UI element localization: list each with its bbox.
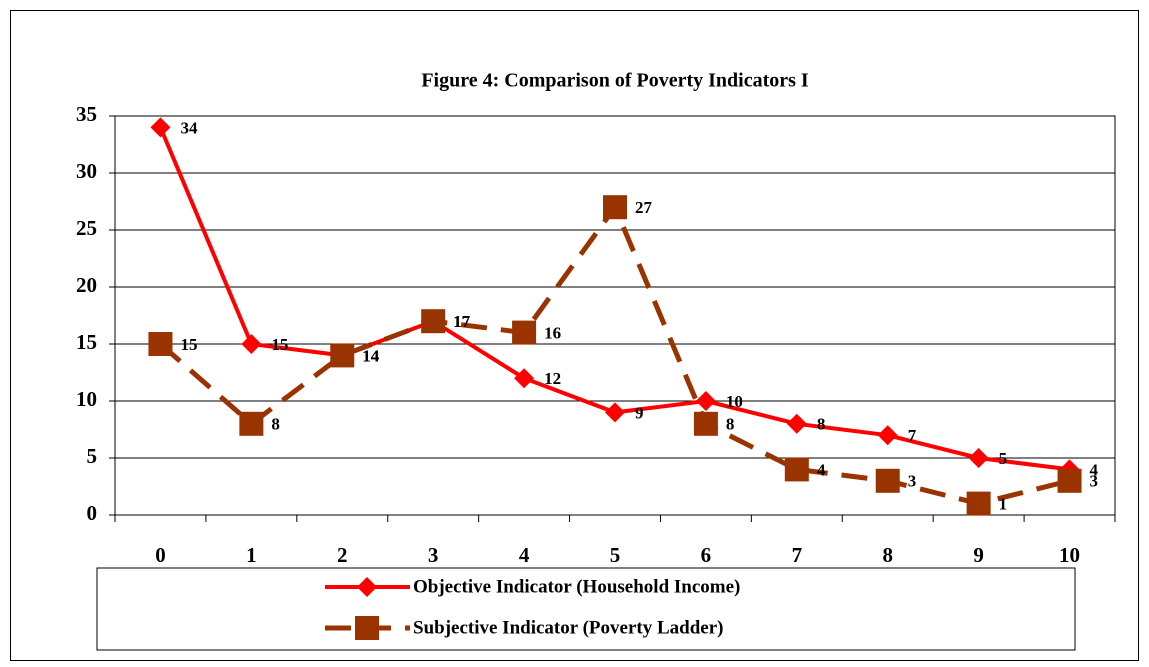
point <box>1057 468 1082 493</box>
data-label: 12 <box>544 369 561 388</box>
data-label: 3 <box>1090 472 1099 491</box>
point <box>784 457 809 482</box>
data-label: 5 <box>999 449 1008 468</box>
data-label: 1 <box>999 495 1008 514</box>
legend-marker <box>357 577 377 597</box>
point <box>605 402 625 423</box>
legend-box <box>96 567 1076 651</box>
x-tick-label: 2 <box>337 543 348 567</box>
y-tick-label: 25 <box>76 216 97 240</box>
point <box>330 343 355 368</box>
data-label: 27 <box>635 198 653 217</box>
data-label: 14 <box>362 346 380 365</box>
y-tick-label: 35 <box>76 102 97 126</box>
data-label: 10 <box>726 392 743 411</box>
data-label: 16 <box>544 324 561 343</box>
point <box>514 368 535 389</box>
legend-label: Objective Indicator (Household Income) <box>413 576 740 597</box>
point <box>693 411 718 436</box>
x-tick-label: 4 <box>519 543 530 567</box>
data-label: 8 <box>817 415 826 434</box>
data-label: 9 <box>635 403 644 422</box>
legend-marker <box>355 616 379 640</box>
x-tick-label: 7 <box>792 543 803 567</box>
point <box>695 391 716 411</box>
plot-border <box>114 115 1116 516</box>
data-label: 34 <box>180 118 198 137</box>
x-tick-label: 8 <box>882 543 893 567</box>
x-tick-label: 10 <box>1059 543 1080 567</box>
point <box>966 491 991 516</box>
data-label: 17 <box>453 312 471 331</box>
y-tick-label: 10 <box>76 387 97 411</box>
point <box>421 309 446 334</box>
data-label: 8 <box>271 415 280 434</box>
data-label: 15 <box>271 335 288 354</box>
point <box>241 334 262 354</box>
y-tick-label: 5 <box>87 444 98 468</box>
x-tick-label: 9 <box>973 543 984 567</box>
x-tick-label: 3 <box>428 543 439 567</box>
data-label: 4 <box>1090 460 1099 479</box>
point <box>603 195 627 220</box>
data-label: 3 <box>908 472 917 491</box>
chart-title: Figure 4: Comparison of Poverty Indicato… <box>421 70 809 92</box>
x-tick-label: 1 <box>246 543 257 567</box>
y-tick-label: 0 <box>87 501 98 525</box>
data-label: 14 <box>362 346 380 365</box>
x-tick-label: 6 <box>701 543 712 567</box>
point <box>875 468 900 493</box>
point <box>150 117 171 138</box>
x-tick-label: 5 <box>610 543 621 567</box>
point <box>786 413 807 434</box>
data-label: 15 <box>180 335 197 354</box>
data-label: 4 <box>817 460 826 479</box>
data-label: 7 <box>908 426 917 445</box>
data-label: 8 <box>726 415 735 434</box>
y-tick-label: 30 <box>76 159 97 183</box>
legend-label: Subjective Indicator (Poverty Ladder) <box>413 617 723 638</box>
x-tick-label: 0 <box>155 543 166 567</box>
y-tick-label: 15 <box>76 330 97 354</box>
y-tick-label: 20 <box>76 273 97 297</box>
point <box>148 332 173 356</box>
point <box>877 425 898 446</box>
point <box>239 411 264 436</box>
point <box>512 320 537 345</box>
chart-border <box>10 10 1139 661</box>
point <box>968 448 989 468</box>
